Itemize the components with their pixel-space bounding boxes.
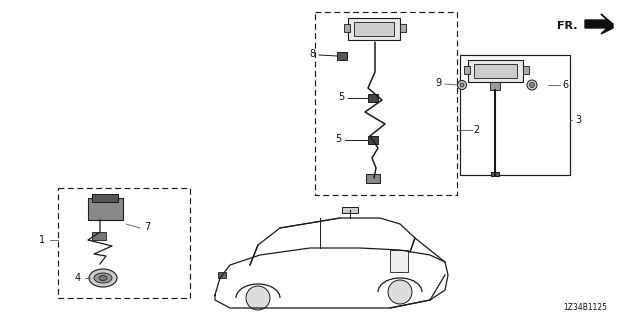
Polygon shape	[585, 14, 613, 34]
Bar	[474, 64, 517, 78]
Text: 4: 4	[75, 273, 81, 283]
Bar	[400, 24, 406, 32]
Bar	[368, 136, 378, 144]
Circle shape	[246, 286, 270, 310]
Text: FR.: FR.	[557, 21, 577, 31]
Circle shape	[529, 83, 534, 87]
Bar	[58, 188, 190, 298]
Bar	[491, 172, 499, 176]
Text: 2: 2	[473, 125, 479, 135]
Circle shape	[527, 80, 537, 90]
Ellipse shape	[99, 276, 107, 281]
Text: 8: 8	[309, 49, 315, 59]
Circle shape	[458, 81, 467, 90]
Text: 5: 5	[335, 134, 341, 144]
Text: 6: 6	[562, 80, 568, 90]
Bar	[344, 24, 350, 32]
Bar	[390, 250, 408, 272]
Bar	[354, 22, 394, 36]
Bar	[315, 12, 457, 195]
Text: 1Z34B1125: 1Z34B1125	[563, 303, 607, 313]
Text: 3: 3	[575, 115, 581, 125]
Bar	[464, 66, 470, 74]
Circle shape	[388, 280, 412, 304]
Text: 9: 9	[435, 78, 441, 88]
Bar	[523, 66, 529, 74]
Bar	[92, 232, 106, 240]
Bar	[88, 198, 123, 220]
Text: 1: 1	[39, 235, 45, 245]
Bar	[368, 94, 378, 102]
Ellipse shape	[89, 269, 117, 287]
Bar	[337, 52, 347, 60]
Bar	[490, 82, 500, 90]
Bar	[468, 60, 523, 82]
Bar	[218, 272, 226, 278]
Text: 7: 7	[144, 222, 150, 232]
Bar	[92, 194, 118, 202]
Text: 5: 5	[338, 92, 344, 102]
Bar	[460, 55, 570, 175]
Circle shape	[460, 83, 464, 87]
Bar	[348, 18, 400, 40]
Bar	[366, 174, 380, 183]
Ellipse shape	[94, 273, 112, 283]
Bar	[342, 207, 358, 213]
